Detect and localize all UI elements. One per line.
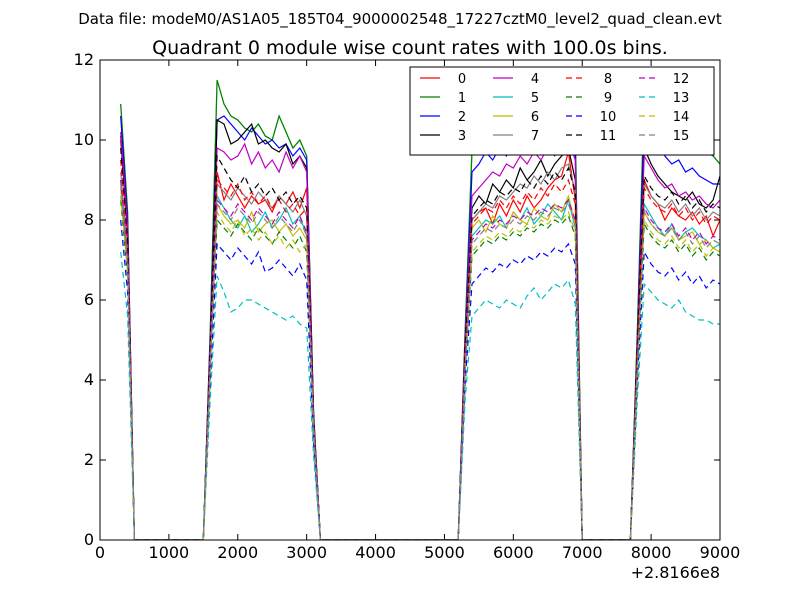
legend-label-12: 12 (673, 72, 690, 87)
series-line-9 (120, 199, 720, 540)
x-tick-labels: 0 1000 2000 3000 4000 5000 6000 7000 8000 9000 (95, 543, 740, 562)
legend-label-14: 14 (673, 110, 690, 125)
x-tick-label: 1000 (149, 543, 190, 562)
series-8 (120, 159, 720, 540)
x-tick-label: 6000 (493, 543, 534, 562)
legend-label-2: 2 (458, 110, 466, 125)
series-10 (120, 219, 720, 540)
series-3 (120, 118, 720, 540)
legend-label-4: 4 (531, 72, 539, 87)
legend-label-5: 5 (531, 91, 539, 106)
x-tick-label: 8000 (631, 543, 672, 562)
legend-label-7: 7 (531, 129, 539, 144)
legend-label-8: 8 (604, 72, 612, 87)
series-4 (120, 131, 720, 540)
series-11 (120, 147, 720, 540)
x-tick-label: 3000 (286, 543, 327, 562)
legend-label-3: 3 (458, 129, 466, 144)
legend-label-6: 6 (531, 110, 539, 125)
series-14 (120, 195, 720, 540)
series-13 (120, 251, 720, 540)
series-12 (120, 179, 720, 540)
legend-label-15: 15 (673, 129, 690, 144)
x-tick-label: 2000 (217, 543, 258, 562)
y-tick-label: 10 (74, 130, 94, 149)
x-tick-label: 7000 (562, 543, 603, 562)
legend-label-10: 10 (600, 110, 617, 125)
legend-label-13: 13 (673, 91, 690, 106)
legend-label-9: 9 (604, 91, 612, 106)
series-line-8 (120, 159, 720, 540)
y-tick-label: 2 (84, 450, 94, 469)
x-offset-label: +2.8166e8 (631, 563, 720, 582)
series-line-10 (120, 219, 720, 540)
legend-frame (409, 66, 715, 156)
y-tick-label: 0 (84, 530, 94, 549)
x-tick-label: 5000 (424, 543, 465, 562)
series-line-12 (120, 179, 720, 540)
plot-frame (99, 59, 721, 541)
chart-title: Quadrant 0 module wise count rates with … (152, 37, 668, 59)
legend-label-1: 1 (458, 91, 466, 106)
series-9 (120, 199, 720, 540)
x-tick-label: 0 (95, 543, 105, 562)
series-line-11 (120, 147, 720, 540)
x-tick-label: 9000 (700, 543, 741, 562)
x-tick-label: 4000 (355, 543, 396, 562)
series-6 (120, 187, 720, 540)
series-line-14 (120, 195, 720, 540)
series-line-13 (120, 251, 720, 540)
series-line-4 (120, 131, 720, 540)
y-tick-label: 8 (84, 210, 94, 229)
y-tick-label: 6 (84, 290, 94, 309)
y-tick-label: 4 (84, 370, 94, 389)
series-line-6 (120, 187, 720, 540)
y-tick-label: 12 (74, 50, 94, 69)
series-line-3 (120, 118, 720, 540)
legend-label-11: 11 (600, 129, 617, 144)
y-tick-labels: 0 2 4 6 8 10 12 (74, 50, 94, 549)
legend-label-0: 0 (458, 72, 466, 87)
chart-suptitle: Data file: modeM0/AS1A05_185T04_90000025… (78, 10, 722, 29)
